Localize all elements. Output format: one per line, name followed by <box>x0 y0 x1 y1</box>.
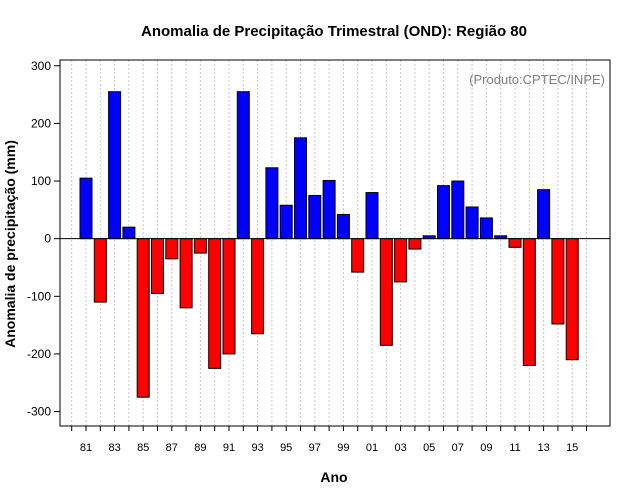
x-tick-label: 87 <box>166 442 178 454</box>
x-tick-label: 11 <box>509 442 520 454</box>
y-tick-label: -200 <box>27 347 51 361</box>
bar-14 <box>551 238 565 325</box>
bar-96 <box>294 137 307 240</box>
y-tick-label: -300 <box>27 405 51 419</box>
bar-09 <box>479 217 493 240</box>
x-tick-label: 89 <box>194 442 206 454</box>
bar-88 <box>179 238 193 309</box>
x-tick-label: 93 <box>251 442 263 454</box>
bar-06 <box>437 185 450 240</box>
bar-07 <box>451 180 465 240</box>
bar-86 <box>151 238 164 294</box>
bar-97 <box>308 194 322 240</box>
bar-91 <box>222 238 236 355</box>
bar-89 <box>193 238 207 254</box>
bar-87 <box>165 238 179 260</box>
bar-99 <box>336 213 350 240</box>
bar-00 <box>351 238 365 273</box>
y-axis-label: Anomalia de precipitação (mm) <box>2 140 18 348</box>
bar-84 <box>122 226 136 240</box>
bar-02 <box>379 238 393 346</box>
x-tick-label: 83 <box>108 442 120 454</box>
bar-90 <box>208 238 222 369</box>
x-tick-label: 05 <box>423 442 435 454</box>
bar-13 <box>537 189 551 240</box>
source-annotation: (Produto:CPTEC/INPE) <box>469 72 605 87</box>
x-tick-label: 91 <box>223 442 235 454</box>
x-tick-label: 85 <box>137 442 149 454</box>
y-tick-label: 100 <box>31 174 51 188</box>
bar-82 <box>93 238 107 303</box>
bar-93 <box>251 238 265 335</box>
x-tick-label: 01 <box>366 442 378 454</box>
bar-01 <box>365 192 379 240</box>
x-tick-label: 07 <box>452 442 464 454</box>
x-axis-label: Ano <box>320 469 347 485</box>
bar-04 <box>408 238 422 250</box>
bar-83 <box>108 91 122 240</box>
y-tick-label: 200 <box>31 116 51 130</box>
bar-92 <box>236 91 250 240</box>
y-axis-ticks: 300 200 100 0 -100 -200 -300 <box>27 59 60 419</box>
y-tick-label: -100 <box>27 289 51 303</box>
bar-12 <box>522 238 536 366</box>
y-tick-label: 0 <box>44 232 51 246</box>
x-tick-label: 03 <box>394 442 406 454</box>
bar-03 <box>394 238 408 283</box>
bar-81 <box>79 177 93 240</box>
x-tick-label: 81 <box>80 442 92 454</box>
bar-08 <box>465 206 479 240</box>
x-tick-label: 15 <box>566 442 578 454</box>
x-tick-label: 99 <box>337 442 349 454</box>
chart-title: Anomalia de Precipitação Trimestral (OND… <box>141 23 527 40</box>
bar-98 <box>322 179 336 240</box>
x-axis-ticks: 81 83 85 87 89 91 93 95 97 99 01 03 05 07 09 11 13 15 <box>71 426 587 454</box>
x-tick-label: 95 <box>280 442 292 454</box>
bar-95 <box>279 204 293 240</box>
bar-11 <box>508 238 522 248</box>
bar-94 <box>265 167 279 240</box>
y-tick-label: 300 <box>31 59 51 73</box>
x-tick-label: 09 <box>480 442 492 454</box>
bar-85 <box>136 238 150 398</box>
bar-15 <box>565 238 579 361</box>
x-tick-label: 13 <box>537 442 549 454</box>
plot-frame <box>59 59 611 427</box>
x-tick-label: 97 <box>309 442 321 454</box>
